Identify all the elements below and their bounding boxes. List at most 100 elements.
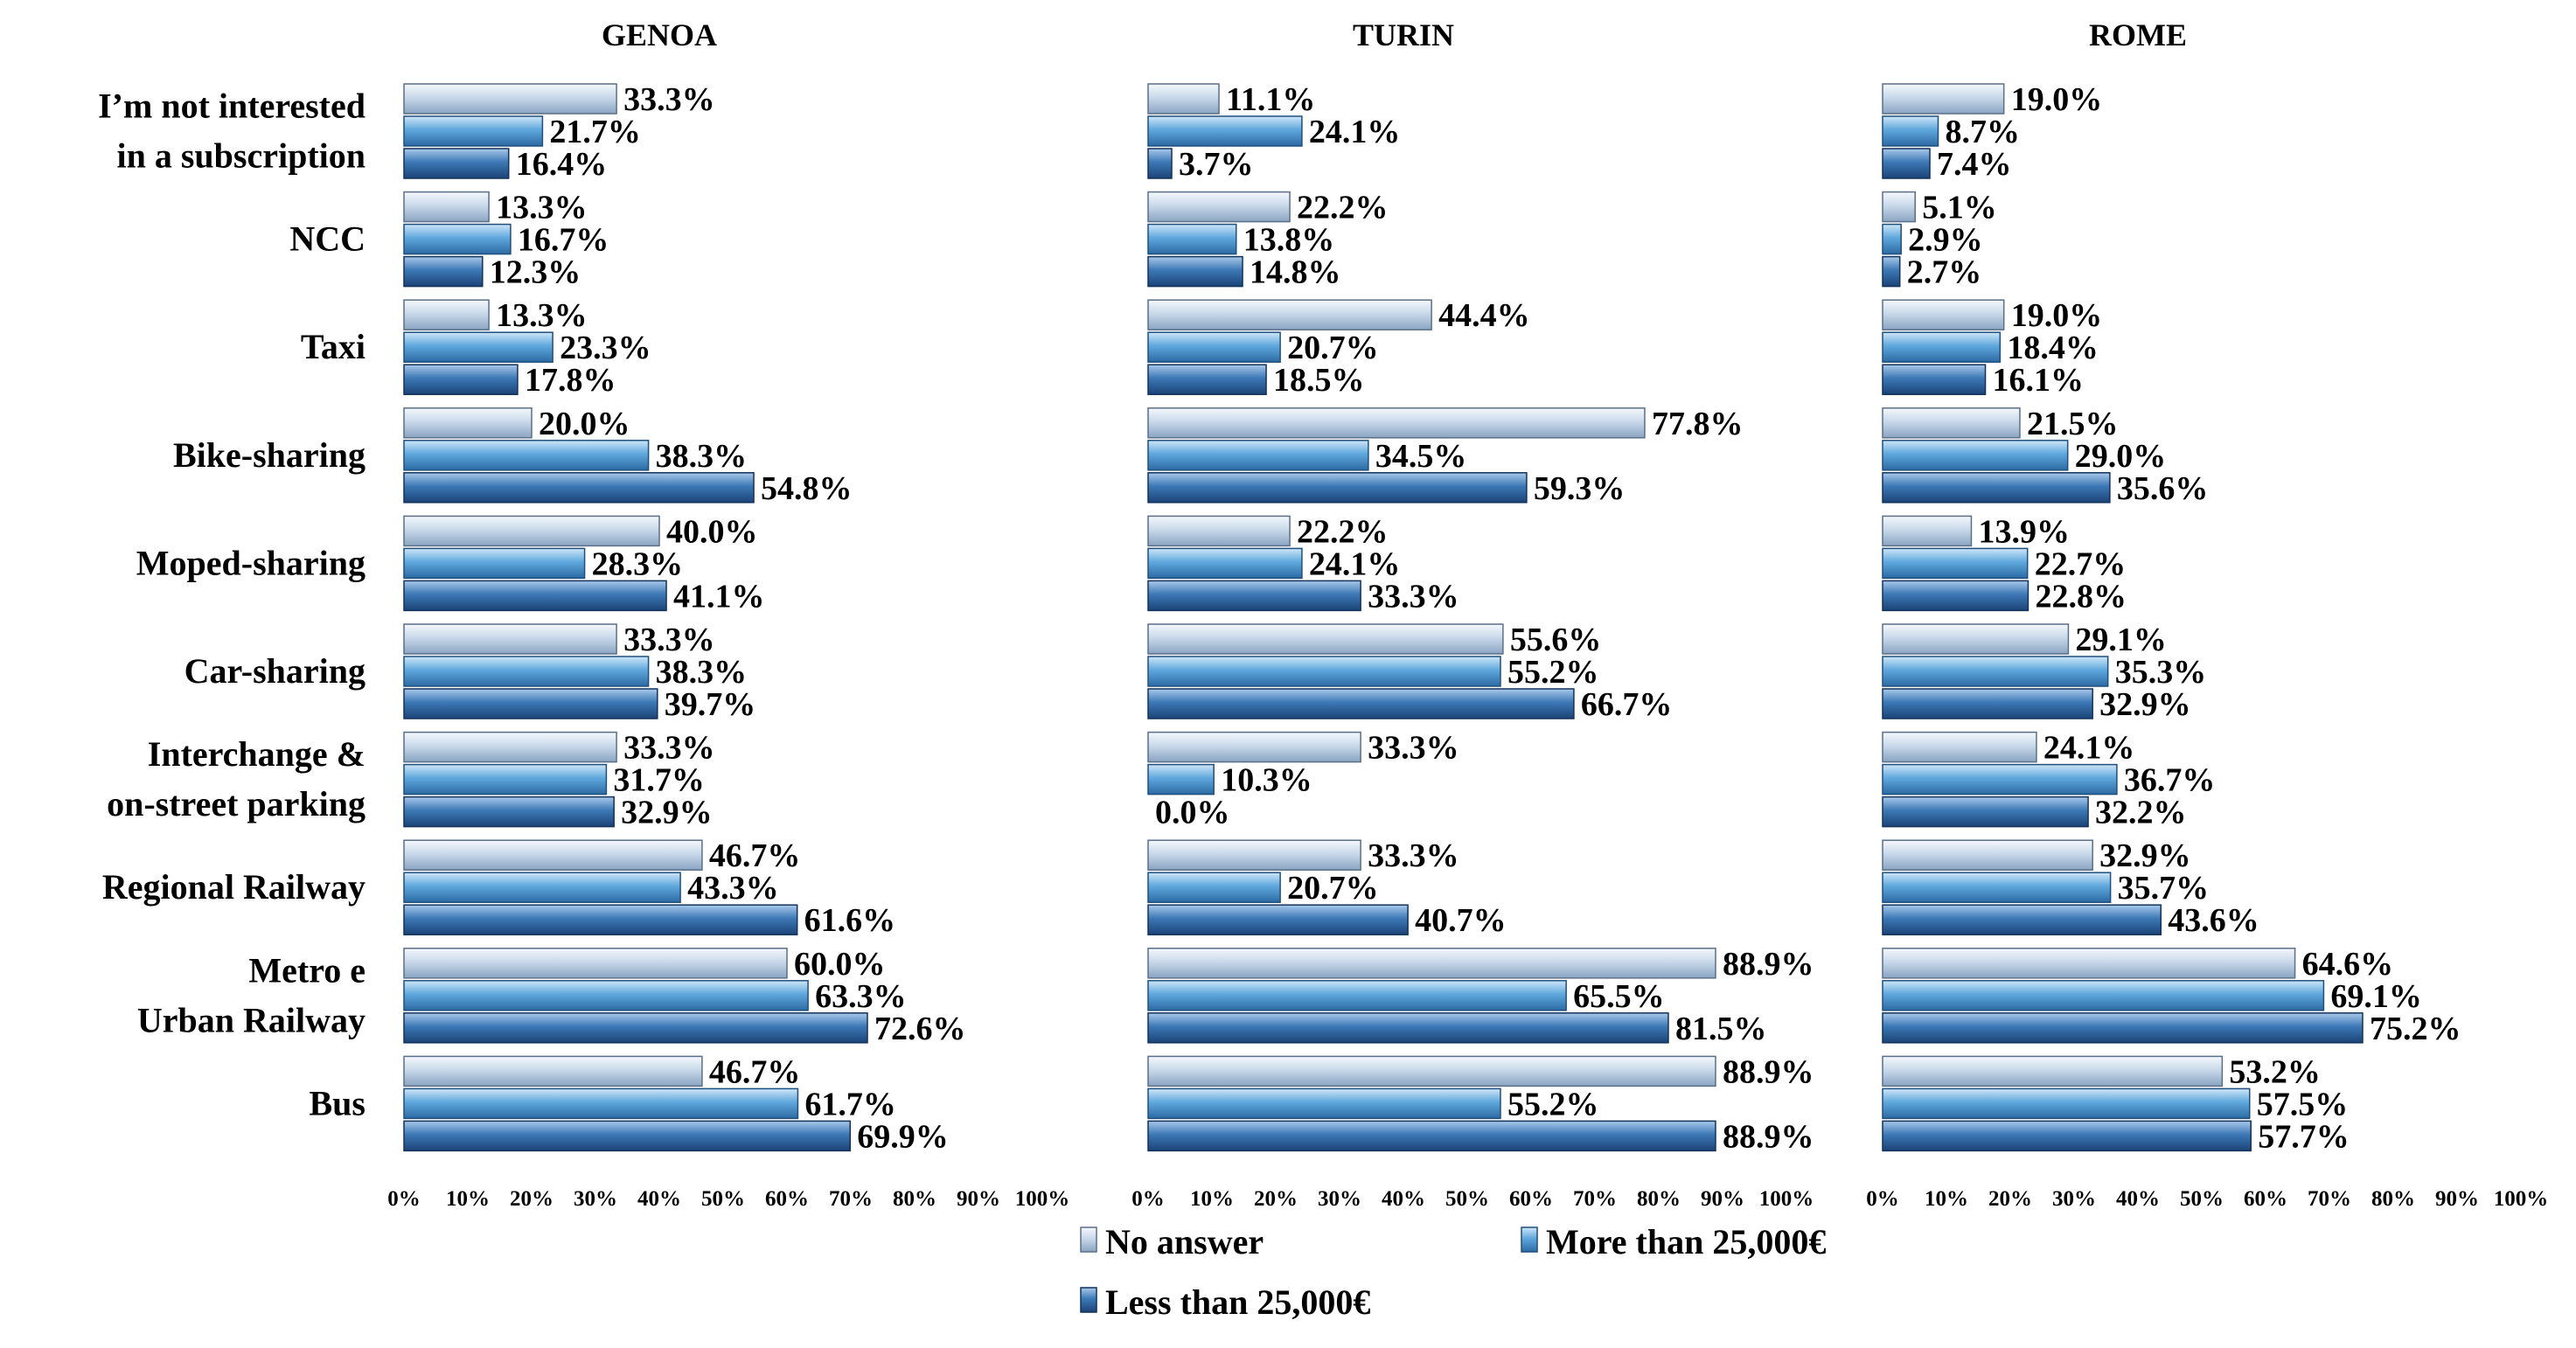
- data-label: 88.9%: [1723, 1053, 1814, 1090]
- bar: [1147, 839, 1361, 871]
- tick-label: 40%: [1382, 1187, 1425, 1211]
- tick-label: 80%: [893, 1187, 936, 1211]
- bar: [1147, 904, 1409, 935]
- tick-label: 40%: [2116, 1187, 2160, 1211]
- tick-label: 100%: [2494, 1187, 2549, 1211]
- bar: [1147, 656, 1501, 687]
- data-label: 23.3%: [560, 330, 651, 366]
- tick-label: 90%: [957, 1187, 1000, 1211]
- data-label: 38.3%: [656, 438, 748, 475]
- data-label: 11.1%: [1226, 81, 1315, 118]
- data-label: 88.9%: [1723, 1118, 1814, 1155]
- data-label: 33.3%: [623, 622, 715, 658]
- bar: [1147, 223, 1237, 255]
- tick-label: 0%: [387, 1187, 421, 1211]
- data-label: 7.4%: [1937, 146, 2012, 183]
- bar: [403, 656, 650, 687]
- data-label: 16.4%: [516, 146, 608, 183]
- bar: [403, 580, 667, 612]
- bar: [1882, 364, 1987, 395]
- bar: [403, 796, 615, 828]
- tick-label: 80%: [2371, 1187, 2415, 1211]
- bar: [1882, 299, 2005, 330]
- bar: [403, 731, 617, 763]
- bar: [1147, 731, 1361, 763]
- data-label: 20.7%: [1287, 330, 1379, 366]
- bar: [1882, 580, 2029, 612]
- legend-item: More than 25,000€: [1521, 1222, 1826, 1261]
- data-label: 61.6%: [804, 902, 895, 939]
- data-label: 18.4%: [2007, 330, 2099, 366]
- bar: [1882, 223, 1902, 255]
- chart-panels: GENOA33.3%21.7%16.4%13.3%16.7%12.3%13.3%…: [387, 17, 2548, 1211]
- bar: [403, 364, 519, 395]
- data-label: 65.5%: [1573, 978, 1665, 1015]
- data-label: 54.8%: [761, 470, 853, 507]
- bar: [1882, 763, 2118, 796]
- tick-label: 20%: [1254, 1187, 1298, 1211]
- bar: [403, 839, 703, 871]
- bar: [1147, 980, 1567, 1011]
- bar: [1882, 83, 2005, 115]
- tick-label: 70%: [2308, 1187, 2351, 1211]
- legend-item: No answer: [1080, 1222, 1264, 1261]
- data-label: 66.7%: [1581, 686, 1673, 723]
- tick-label: 60%: [2244, 1187, 2287, 1211]
- bar: [1882, 980, 2325, 1011]
- bar: [1882, 948, 2296, 979]
- bar: [403, 763, 608, 796]
- category-label: Bus: [310, 1083, 366, 1122]
- bar: [403, 1012, 868, 1044]
- data-label: 22.2%: [1297, 190, 1389, 226]
- legend: No answer More than 25,000€ Less than 25,0…: [1080, 1222, 1826, 1322]
- data-label: 32.9%: [2099, 686, 2191, 723]
- bar: [403, 115, 544, 147]
- data-label: 69.9%: [857, 1118, 949, 1155]
- data-label: 40.7%: [1415, 902, 1507, 939]
- data-label: 22.7%: [2035, 545, 2127, 582]
- tick-label: 10%: [446, 1187, 490, 1211]
- data-label: 33.3%: [623, 730, 715, 767]
- tick-label: 90%: [2435, 1187, 2479, 1211]
- data-label: 77.8%: [1652, 406, 1744, 442]
- tick-label: 100%: [1015, 1187, 1070, 1211]
- data-label: 88.9%: [1723, 946, 1814, 983]
- bar: [403, 980, 809, 1011]
- data-label: 57.5%: [2257, 1086, 2349, 1122]
- tick-label: 30%: [2052, 1187, 2096, 1211]
- category-label: Bike-sharing: [173, 435, 366, 475]
- tick-label: 0%: [1131, 1187, 1165, 1211]
- bar: [403, 407, 533, 439]
- data-label: 36.7%: [2124, 762, 2216, 799]
- bar: [403, 1087, 799, 1120]
- bar: [403, 1055, 703, 1087]
- bar: [1882, 1012, 2364, 1044]
- data-label: 60.0%: [794, 946, 886, 983]
- data-label: 43.3%: [687, 870, 779, 907]
- data-label: 29.1%: [2075, 622, 2167, 658]
- bar: [1882, 1055, 2224, 1087]
- bar: [403, 223, 512, 255]
- bar: [1147, 407, 1646, 439]
- data-label: 20.0%: [539, 406, 630, 442]
- data-label: 20.7%: [1287, 870, 1379, 907]
- bar: [1147, 191, 1291, 223]
- bar: [1882, 904, 2162, 935]
- bar: [403, 948, 788, 979]
- panel-title: GENOA: [602, 17, 717, 52]
- bar: [1147, 299, 1432, 330]
- bar: [1882, 255, 1901, 288]
- data-label: 13.8%: [1243, 222, 1335, 259]
- data-label: 24.1%: [1309, 114, 1401, 150]
- data-label: 53.2%: [2229, 1053, 2321, 1090]
- data-label: 19.0%: [2011, 81, 2103, 118]
- category-label: Taxi: [301, 327, 366, 366]
- bar: [1882, 1120, 2252, 1152]
- bar: [1147, 948, 1716, 979]
- data-label: 24.1%: [1309, 545, 1401, 582]
- bar: [1147, 364, 1267, 395]
- bar: [403, 515, 660, 547]
- data-label: 13.3%: [496, 297, 588, 334]
- data-label: 8.7%: [1946, 114, 2021, 150]
- tick-label: 40%: [637, 1187, 681, 1211]
